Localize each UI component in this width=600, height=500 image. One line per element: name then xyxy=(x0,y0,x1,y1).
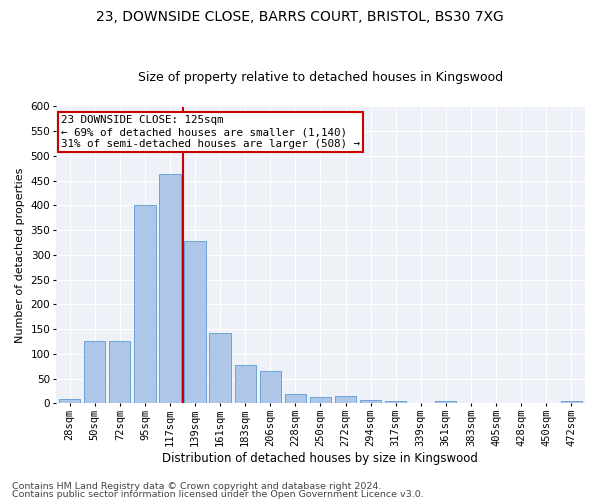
Bar xyxy=(284,394,306,404)
Bar xyxy=(84,340,106,404)
Bar xyxy=(59,400,80,404)
Y-axis label: Number of detached properties: Number of detached properties xyxy=(15,168,25,342)
Bar xyxy=(109,340,130,404)
Bar xyxy=(209,332,231,404)
Bar xyxy=(385,401,406,404)
Title: Size of property relative to detached houses in Kingswood: Size of property relative to detached ho… xyxy=(138,72,503,85)
Bar xyxy=(360,400,381,404)
Text: 23 DOWNSIDE CLOSE: 125sqm
← 69% of detached houses are smaller (1,140)
31% of se: 23 DOWNSIDE CLOSE: 125sqm ← 69% of detac… xyxy=(61,116,360,148)
Text: 23, DOWNSIDE CLOSE, BARRS COURT, BRISTOL, BS30 7XG: 23, DOWNSIDE CLOSE, BARRS COURT, BRISTOL… xyxy=(96,10,504,24)
Bar xyxy=(184,241,206,404)
X-axis label: Distribution of detached houses by size in Kingswood: Distribution of detached houses by size … xyxy=(163,452,478,465)
Bar xyxy=(134,206,155,404)
Bar xyxy=(435,402,457,404)
Bar xyxy=(160,174,181,404)
Bar xyxy=(260,371,281,404)
Text: Contains HM Land Registry data © Crown copyright and database right 2024.: Contains HM Land Registry data © Crown c… xyxy=(12,482,382,491)
Bar xyxy=(235,365,256,404)
Text: Contains public sector information licensed under the Open Government Licence v3: Contains public sector information licen… xyxy=(12,490,424,499)
Bar xyxy=(310,398,331,404)
Bar xyxy=(560,402,582,404)
Bar xyxy=(335,396,356,404)
